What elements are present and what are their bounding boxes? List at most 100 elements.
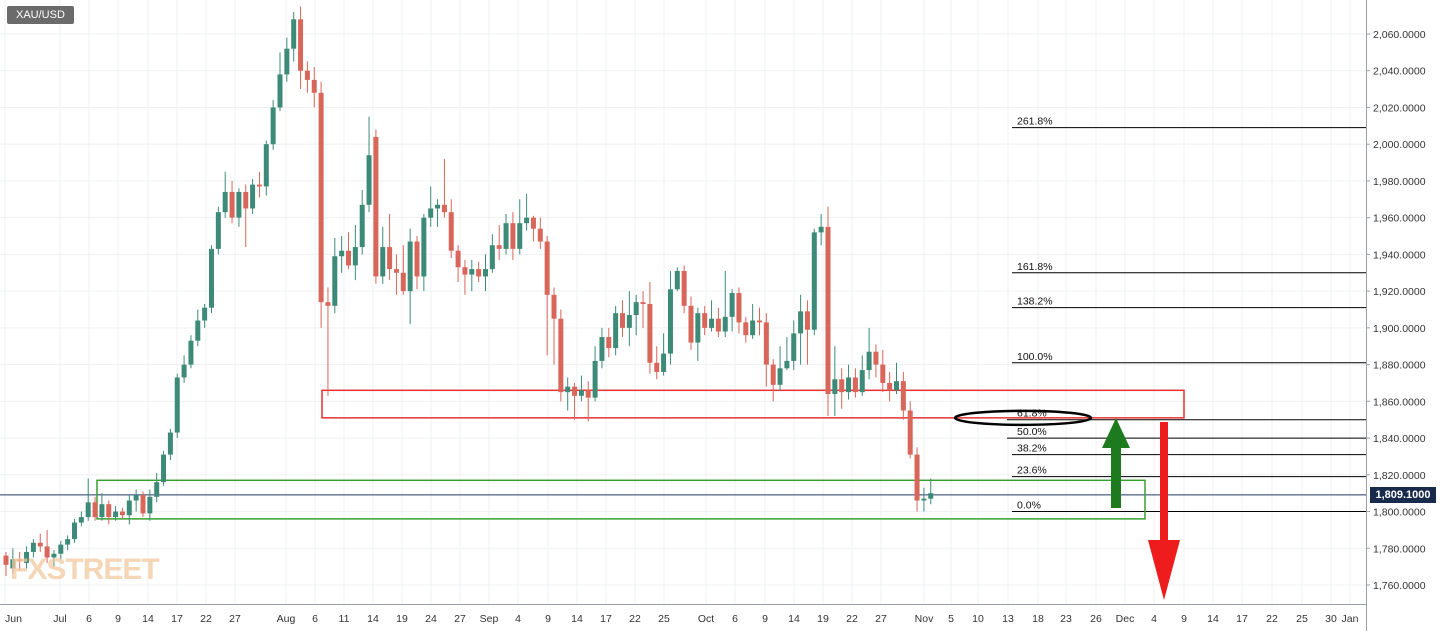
bearish-candle	[763, 322, 769, 365]
bearish-candle	[537, 228, 543, 242]
bullish-candle	[380, 247, 386, 277]
bearish-candle	[852, 377, 858, 393]
bullish-candle	[195, 320, 201, 341]
x-tick-label: 17	[171, 613, 183, 625]
x-tick-label: 23	[1060, 613, 1072, 625]
bullish-candle	[565, 386, 571, 393]
bullish-candle	[517, 223, 523, 249]
bullish-candle	[24, 551, 30, 563]
x-tick-label: Jan	[1342, 613, 1359, 625]
y-tick-label: 1,940.0000	[1373, 249, 1426, 261]
bearish-candle	[606, 337, 612, 349]
y-tick-label: 1,760.0000	[1373, 580, 1426, 592]
bearish-candle	[441, 204, 447, 213]
bullish-candle	[832, 379, 838, 394]
x-tick-label: 6	[312, 613, 318, 625]
x-tick-label: Sep	[480, 613, 499, 625]
bearish-candle	[140, 495, 146, 514]
y-tick-label: 1,820.0000	[1373, 470, 1426, 482]
bullish-candle	[729, 292, 735, 317]
bearish-candle	[558, 318, 564, 393]
bearish-candle	[318, 92, 324, 303]
y-tick-label: 2,040.0000	[1373, 66, 1426, 78]
bullish-candle	[489, 245, 495, 270]
bearish-candle	[585, 390, 591, 398]
bullish-candle	[791, 333, 797, 361]
bullish-candle	[215, 212, 221, 249]
x-tick-label: 22	[629, 613, 641, 625]
bullish-candle	[236, 191, 242, 218]
bullish-candle	[30, 542, 36, 552]
bearish-candle	[119, 511, 125, 516]
bearish-candle	[743, 322, 749, 336]
x-tick-label: 14	[367, 613, 379, 625]
red-resistance-zone	[321, 389, 1185, 419]
bullish-candle	[483, 269, 488, 277]
fxstreet-watermark: FXSTREET	[10, 553, 160, 586]
bearish-candle	[681, 270, 687, 306]
bearish-candle	[640, 302, 646, 304]
x-tick-label: 19	[817, 613, 829, 625]
bearish-candle	[400, 272, 406, 292]
bullish-candle	[188, 340, 194, 365]
symbol-label: XAU/USD	[7, 6, 74, 24]
y-tick-label: 1,800.0000	[1373, 507, 1426, 519]
bullish-candle	[209, 248, 214, 308]
red-down-arrow-head	[1148, 540, 1180, 600]
bearish-candle	[757, 320, 762, 323]
x-tick-label: 4	[515, 613, 521, 625]
bearish-candle	[44, 546, 50, 558]
y-tick-label: 1,920.0000	[1373, 286, 1426, 298]
x-tick-label: Oct	[698, 613, 714, 625]
bullish-candle	[421, 217, 427, 277]
fib-level-label: 138.2%	[1017, 296, 1053, 308]
bullish-candle	[592, 360, 598, 398]
bullish-candle	[750, 320, 756, 336]
bullish-candle	[78, 517, 84, 523]
y-tick-label: 1,900.0000	[1373, 323, 1426, 335]
x-tick-label: 14	[142, 613, 154, 625]
bearish-candle	[647, 303, 653, 363]
y-tick-label: 1,780.0000	[1373, 543, 1426, 555]
bullish-candle	[503, 223, 509, 249]
x-tick-label: Aug	[277, 613, 296, 625]
x-tick-label: 5	[948, 613, 954, 625]
bearish-candle	[544, 241, 550, 295]
bearish-candle	[620, 313, 625, 328]
bullish-candle	[147, 496, 153, 514]
green-support-zone	[96, 479, 1146, 520]
x-tick-label: 6	[86, 613, 92, 625]
bearish-candle	[462, 267, 468, 275]
bearish-candle	[907, 410, 913, 455]
bullish-candle	[291, 19, 297, 49]
x-tick-label: Jul	[53, 613, 66, 625]
x-tick-label: 17	[1236, 613, 1248, 625]
bearish-candle	[715, 318, 721, 332]
green-up-arrow-head	[1102, 418, 1130, 448]
y-tick-label: 1,960.0000	[1373, 213, 1426, 225]
x-tick-label: 9	[115, 613, 121, 625]
bullish-candle	[250, 184, 256, 209]
bullish-candle	[167, 432, 173, 455]
bearish-candle	[106, 504, 112, 518]
bearish-candle	[298, 19, 304, 71]
bullish-candle	[921, 498, 927, 501]
fib-level-label: 161.8%	[1017, 261, 1053, 273]
current-price-tag: 1,809.1000	[1370, 487, 1436, 503]
bullish-candle	[524, 217, 530, 224]
bullish-candle	[85, 502, 91, 518]
y-tick-label: 1,880.0000	[1373, 360, 1426, 372]
fib-level-label: 38.2%	[1017, 443, 1047, 455]
bullish-candle	[222, 191, 228, 213]
x-tick-label: Jun	[5, 613, 22, 625]
bearish-candle	[387, 247, 393, 270]
x-tick-label: 22	[846, 613, 858, 625]
bullish-candle	[599, 337, 605, 361]
bullish-candle	[10, 559, 16, 569]
bullish-candle	[674, 270, 680, 290]
bullish-candle	[846, 377, 852, 393]
x-tick-label: 22	[200, 613, 212, 625]
x-tick-label: 22	[1266, 613, 1278, 625]
